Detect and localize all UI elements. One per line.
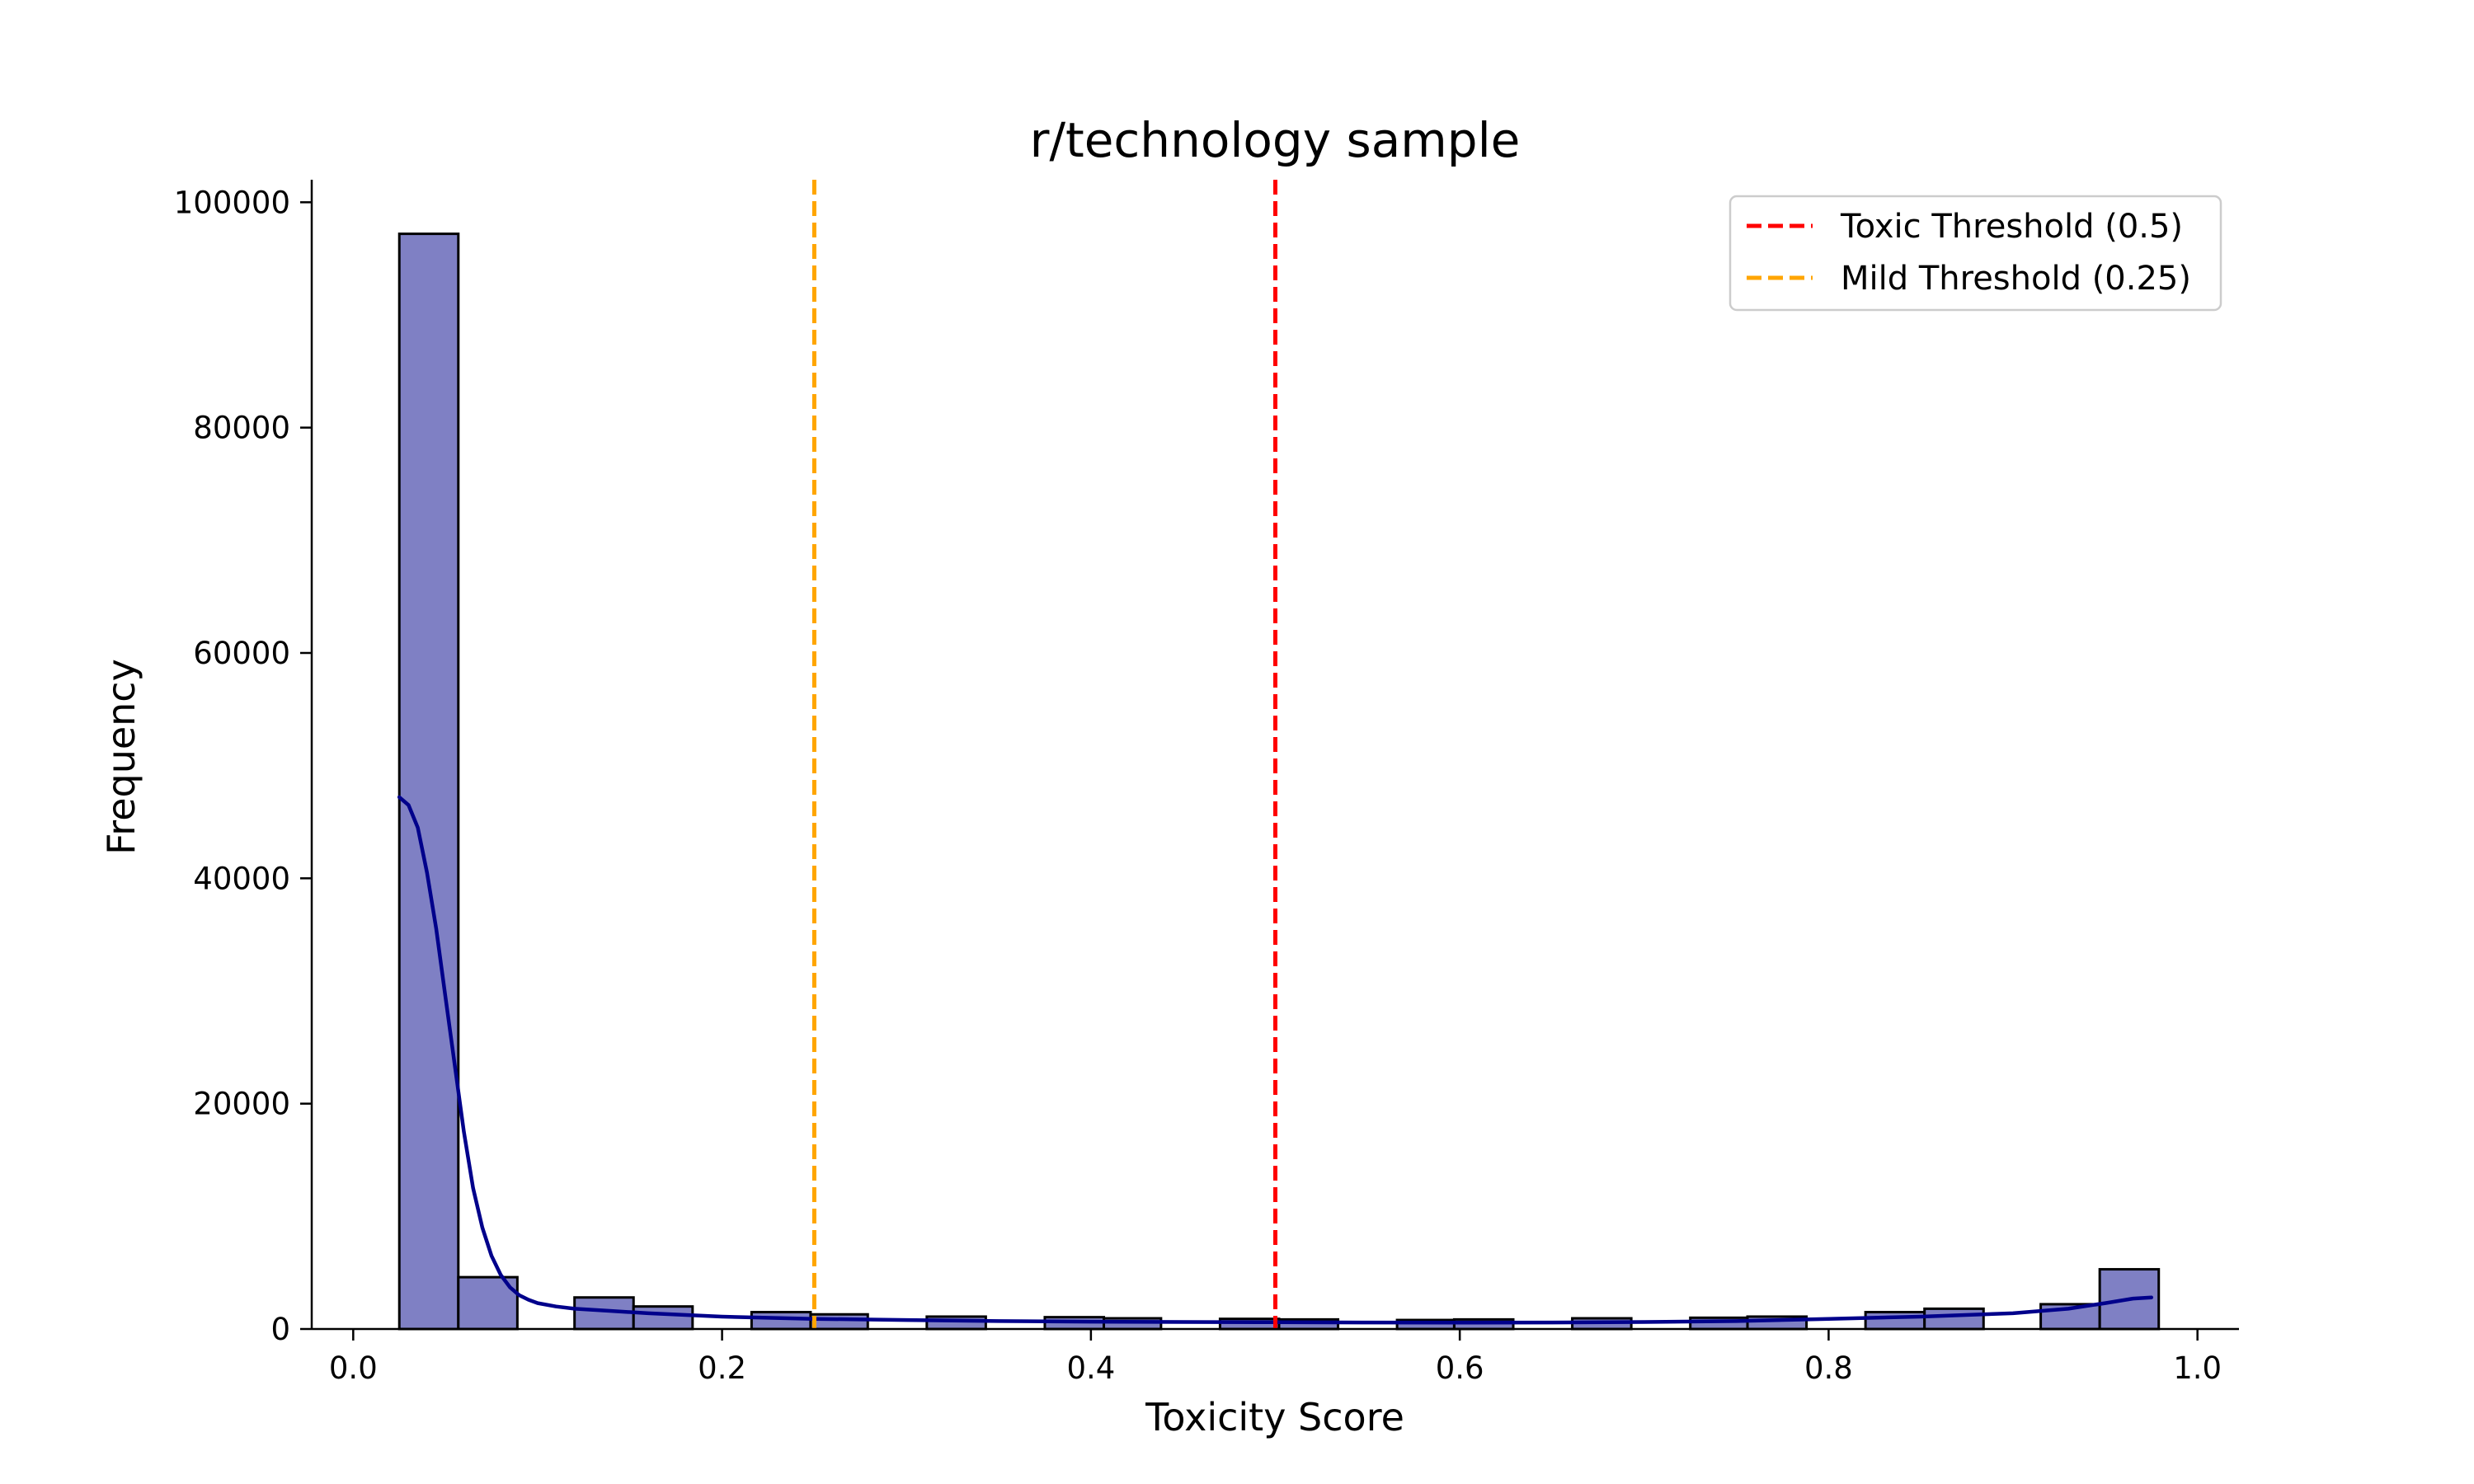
chart-title: r/technology sample	[1030, 112, 1521, 168]
x-tick-label: 0.6	[1436, 1350, 1484, 1386]
kde-group	[397, 795, 2154, 1325]
y-tick-label: 20000	[193, 1087, 290, 1122]
histogram-bar	[925, 1315, 987, 1331]
histogram-bar	[1864, 1311, 1926, 1331]
y-ticks-group: 0 20000 40000 60000 80000 100000	[174, 185, 312, 1347]
y-tick-label: 100000	[174, 185, 290, 220]
y-tick-label: 60000	[193, 636, 290, 671]
legend: Toxic Threshold (0.5) Mild Threshold (0.…	[1729, 195, 2222, 312]
legend-frame	[1729, 195, 2222, 312]
x-ticks-group: 0.0 0.2 0.4 0.6 0.8 1.0	[329, 1329, 2222, 1386]
histogram-bar	[750, 1311, 812, 1331]
y-axis-label: Frequency	[99, 659, 143, 855]
bars-group	[397, 232, 2161, 1331]
legend-label-toxic: Toxic Threshold (0.5)	[1840, 208, 2183, 246]
y-tick-label: 80000	[193, 411, 290, 446]
threshold-lines-group	[811, 180, 1277, 1329]
histogram-bar	[632, 1305, 694, 1331]
x-tick-label: 1.0	[2173, 1350, 2222, 1386]
y-tick-label: 40000	[193, 861, 290, 896]
y-tick-label: 0	[270, 1312, 290, 1347]
histogram-bar	[809, 1313, 869, 1331]
x-axis-label: Toxicity Score	[1145, 1395, 1404, 1439]
x-tick-label: 0.8	[1804, 1350, 1853, 1386]
histogram-bar	[1923, 1307, 1985, 1331]
x-tick-label: 0.0	[329, 1350, 378, 1386]
x-tick-label: 0.2	[698, 1350, 746, 1386]
legend-label-mild: Mild Threshold (0.25)	[1841, 260, 2191, 298]
x-tick-label: 0.4	[1066, 1350, 1115, 1386]
histogram-bar	[397, 232, 460, 1331]
kde-curve	[397, 795, 2154, 1325]
